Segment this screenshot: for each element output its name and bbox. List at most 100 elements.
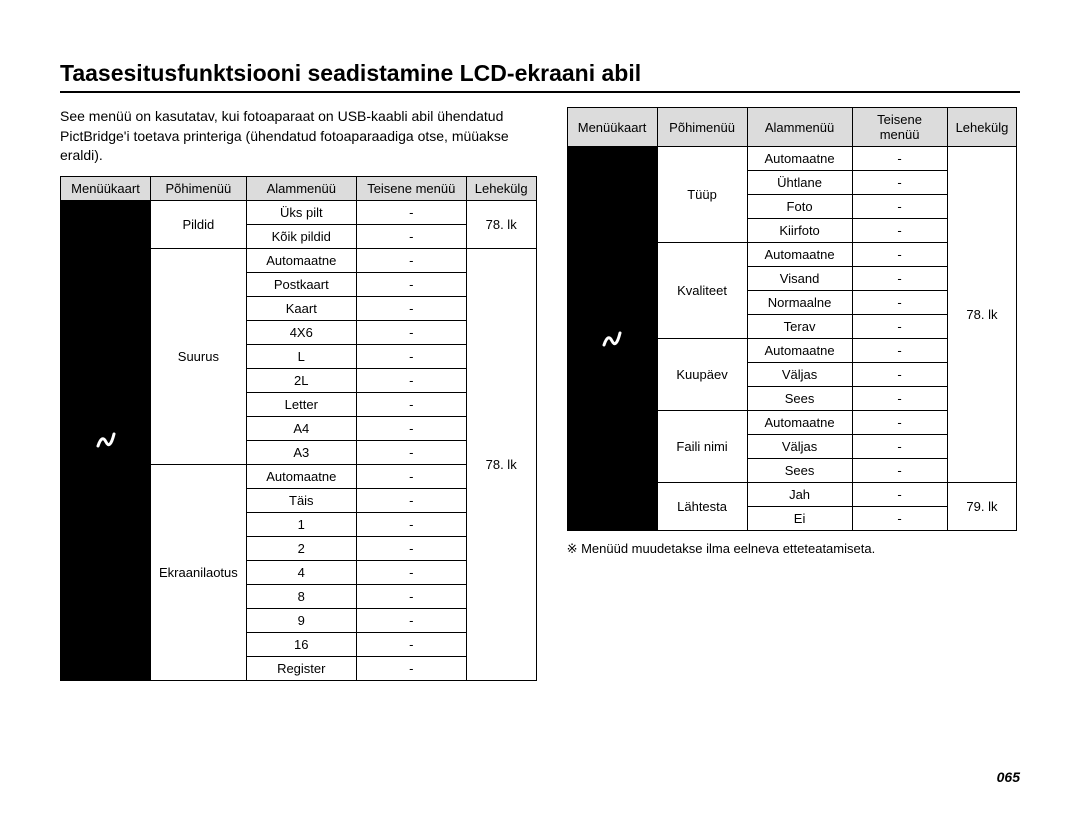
cell-sec: -: [356, 392, 466, 416]
cell-sub: Kaart: [246, 296, 356, 320]
cell-sub: Ühtlane: [747, 171, 852, 195]
th-lehekulg: Lehekülg: [466, 176, 536, 200]
th-lehekulg: Lehekülg: [947, 108, 1017, 147]
cell-sub: L: [246, 344, 356, 368]
cell-sub: Sees: [747, 459, 852, 483]
th-pohimenuu: Põhimenüü: [151, 176, 247, 200]
cell-page: 78. lk: [466, 248, 536, 680]
cell-sub: Väljas: [747, 363, 852, 387]
th-pohimenuu: Põhimenüü: [657, 108, 747, 147]
cell-sub: Visand: [747, 267, 852, 291]
cell-sec: -: [356, 512, 466, 536]
cell-sub: Väljas: [747, 435, 852, 459]
cell-sec: -: [852, 459, 947, 483]
cell-sec: -: [852, 147, 947, 171]
cell-sub: Normaalne: [747, 291, 852, 315]
cell-sub: 16: [246, 632, 356, 656]
menu-table-right: Menüükaart Põhimenüü Alammenüü Teisene m…: [567, 107, 1018, 531]
cell-main: Ekraanilaotus: [151, 464, 247, 680]
cell-sub: Automaatne: [747, 339, 852, 363]
th-alammenuu: Alammenüü: [246, 176, 356, 200]
cell-sub: A4: [246, 416, 356, 440]
cell-sec: -: [356, 656, 466, 680]
menu-table-left: Menüükaart Põhimenüü Alammenüü Teisene m…: [60, 176, 537, 681]
cell-sec: -: [356, 464, 466, 488]
cell-main: Pildid: [151, 200, 247, 248]
page-title: Taasesitusfunktsiooni seadistamine LCD-e…: [60, 60, 1020, 87]
cell-main: Suurus: [151, 248, 247, 464]
cell-sec: -: [852, 291, 947, 315]
cell-sec: -: [356, 416, 466, 440]
table-row: Tüüp Automaatne - 78. lk: [567, 147, 1017, 171]
cell-sec: -: [852, 171, 947, 195]
cell-sub: Ei: [747, 507, 852, 531]
cell-sub: Kiirfoto: [747, 219, 852, 243]
cell-sub: Automaatne: [747, 411, 852, 435]
cell-sec: -: [852, 195, 947, 219]
th-menuukaart: Menüükaart: [61, 176, 151, 200]
pictbridge-icon: [598, 325, 626, 353]
cell-sub: Automaatne: [747, 243, 852, 267]
cell-sec: -: [356, 488, 466, 512]
footnote-text: ※ Menüüd muudetakse ilma eelneva ettetea…: [567, 541, 1018, 557]
pictbridge-icon: [92, 426, 120, 454]
cell-sec: -: [356, 440, 466, 464]
cell-page: 79. lk: [947, 483, 1017, 531]
cell-sub: 2: [246, 536, 356, 560]
cell-sub: Üks pilt: [246, 200, 356, 224]
table-header-row: Menüükaart Põhimenüü Alammenüü Teisene m…: [61, 176, 537, 200]
cell-sec: -: [852, 219, 947, 243]
cell-sec: -: [356, 272, 466, 296]
th-teisene: Teisene menüü: [356, 176, 466, 200]
cell-sub: Automaatne: [246, 248, 356, 272]
cell-sub: Kõik pildid: [246, 224, 356, 248]
cell-sec: -: [356, 368, 466, 392]
pictbridge-icon-cell: [567, 147, 657, 531]
cell-sec: -: [356, 296, 466, 320]
cell-sub: Jah: [747, 483, 852, 507]
cell-sec: -: [852, 339, 947, 363]
page-number: 065: [997, 769, 1020, 785]
cell-sub: 4: [246, 560, 356, 584]
cell-sec: -: [852, 507, 947, 531]
pictbridge-icon-cell: [61, 200, 151, 680]
cell-sec: -: [356, 632, 466, 656]
cell-sec: -: [356, 560, 466, 584]
cell-sub: Foto: [747, 195, 852, 219]
cell-sec: -: [852, 267, 947, 291]
cell-main: Tüüp: [657, 147, 747, 243]
cell-sub: 2L: [246, 368, 356, 392]
cell-sec: -: [356, 224, 466, 248]
cell-sec: -: [356, 320, 466, 344]
cell-sub: Terav: [747, 315, 852, 339]
cell-sec: -: [852, 411, 947, 435]
cell-sec: -: [852, 363, 947, 387]
cell-sub: Register: [246, 656, 356, 680]
cell-main: Kuupäev: [657, 339, 747, 411]
cell-sec: -: [852, 483, 947, 507]
cell-sub: 4X6: [246, 320, 356, 344]
cell-sec: -: [852, 387, 947, 411]
intro-text: See menüü on kasutatav, kui fotoaparaat …: [60, 107, 530, 166]
th-menuukaart: Menüükaart: [567, 108, 657, 147]
cell-sec: -: [356, 584, 466, 608]
cell-sec: -: [356, 536, 466, 560]
cell-sub: 1: [246, 512, 356, 536]
title-rule: [60, 91, 1020, 93]
cell-sub: Sees: [747, 387, 852, 411]
cell-main: Faili nimi: [657, 411, 747, 483]
cell-sec: -: [356, 608, 466, 632]
cell-page: 78. lk: [466, 200, 536, 248]
table-header-row: Menüükaart Põhimenüü Alammenüü Teisene m…: [567, 108, 1017, 147]
cell-sec: -: [356, 200, 466, 224]
cell-sub: 9: [246, 608, 356, 632]
cell-sec: -: [852, 435, 947, 459]
cell-sec: -: [852, 243, 947, 267]
cell-sec: -: [852, 315, 947, 339]
cell-sub: A3: [246, 440, 356, 464]
cell-sub: Letter: [246, 392, 356, 416]
cell-main: Kvaliteet: [657, 243, 747, 339]
cell-sub: Täis: [246, 488, 356, 512]
cell-sec: -: [356, 248, 466, 272]
cell-sec: -: [356, 344, 466, 368]
